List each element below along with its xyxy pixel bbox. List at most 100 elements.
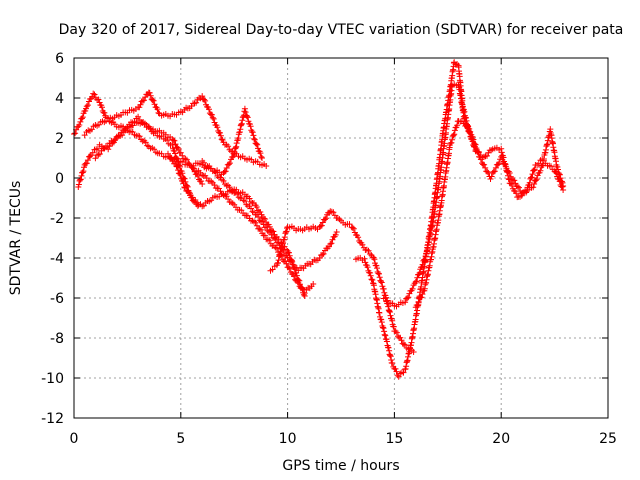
data-point <box>529 171 536 178</box>
data-point <box>386 308 393 314</box>
data-point <box>451 131 458 138</box>
data-point <box>233 140 240 147</box>
data-point <box>258 153 265 160</box>
data-point <box>402 299 409 306</box>
data-point <box>421 256 428 263</box>
data-point <box>255 213 262 220</box>
data-point <box>531 166 538 173</box>
data-point <box>558 178 565 185</box>
data-point <box>502 160 509 167</box>
data-point <box>262 216 269 222</box>
data-point <box>90 90 97 97</box>
data-point <box>488 173 495 180</box>
data-point <box>151 146 158 153</box>
data-point <box>241 105 248 112</box>
data-point <box>199 93 206 100</box>
data-point <box>466 128 473 135</box>
data-point <box>381 328 388 335</box>
data-point <box>181 184 188 191</box>
data-point <box>291 266 298 273</box>
data-point <box>318 222 325 229</box>
data-point <box>77 176 84 183</box>
data-point <box>183 156 190 163</box>
data-point <box>147 125 153 132</box>
data-point <box>175 167 182 174</box>
data-point <box>79 169 86 176</box>
data-point <box>297 281 303 288</box>
data-point <box>270 228 277 235</box>
data-point <box>365 247 372 254</box>
data-point <box>136 133 143 140</box>
data-point <box>374 265 380 272</box>
data-point <box>393 368 400 375</box>
data-point <box>533 176 540 183</box>
data-point <box>296 277 303 284</box>
y-tick-label: -12 <box>41 411 64 427</box>
data-point <box>405 294 412 301</box>
x-tick-label: 0 <box>70 431 79 447</box>
data-point <box>523 188 530 195</box>
data-point <box>556 171 563 178</box>
data-point <box>376 309 383 316</box>
data-point <box>256 225 263 232</box>
data-point <box>376 274 383 281</box>
data-point <box>154 106 161 113</box>
data-point <box>135 113 142 120</box>
data-point <box>386 309 393 315</box>
data-point <box>450 132 457 139</box>
data-point <box>89 149 96 156</box>
data-point <box>289 261 296 268</box>
data-point <box>257 150 264 157</box>
data-point <box>560 183 567 189</box>
y-tick-label: 6 <box>55 51 64 67</box>
y-tick-label: -4 <box>50 251 64 267</box>
data-point <box>141 97 147 104</box>
data-point <box>514 183 521 190</box>
data-point <box>94 145 101 152</box>
data-point <box>249 129 256 136</box>
data-point <box>389 360 396 367</box>
data-point <box>378 278 384 285</box>
data-point <box>259 155 265 161</box>
data-point <box>367 272 374 279</box>
data-point <box>244 114 251 121</box>
grid-layer <box>74 58 608 418</box>
data-point <box>412 278 419 285</box>
data-point <box>223 165 230 171</box>
data-point <box>393 329 400 336</box>
data-point <box>173 163 180 170</box>
data-point <box>249 208 256 215</box>
data-point <box>503 168 510 175</box>
data-point <box>212 169 219 176</box>
data-point <box>490 168 497 175</box>
data-point <box>151 101 158 108</box>
data-point <box>376 270 382 277</box>
data-point <box>414 274 421 281</box>
data-point <box>451 127 458 134</box>
data-point <box>84 157 91 164</box>
data-point <box>383 338 390 345</box>
data-point <box>79 115 85 122</box>
data-point <box>99 104 105 111</box>
data-point <box>77 176 84 183</box>
data-point <box>182 184 189 191</box>
data-point <box>481 161 488 168</box>
data-point <box>193 99 200 106</box>
data-point <box>508 181 515 188</box>
data-point <box>184 188 191 195</box>
data-point <box>214 124 221 131</box>
data-point <box>263 163 270 169</box>
data-point <box>254 141 261 148</box>
data-point <box>310 281 317 287</box>
data-point <box>299 286 306 292</box>
data-point <box>241 198 248 205</box>
data-point <box>466 129 473 136</box>
data-point <box>419 261 426 268</box>
data-point <box>174 163 181 170</box>
data-point <box>404 295 411 302</box>
y-tick-label: -8 <box>50 331 64 347</box>
data-point <box>531 167 537 174</box>
data-point <box>175 146 182 152</box>
data-point <box>275 236 282 243</box>
data-point <box>286 252 293 259</box>
